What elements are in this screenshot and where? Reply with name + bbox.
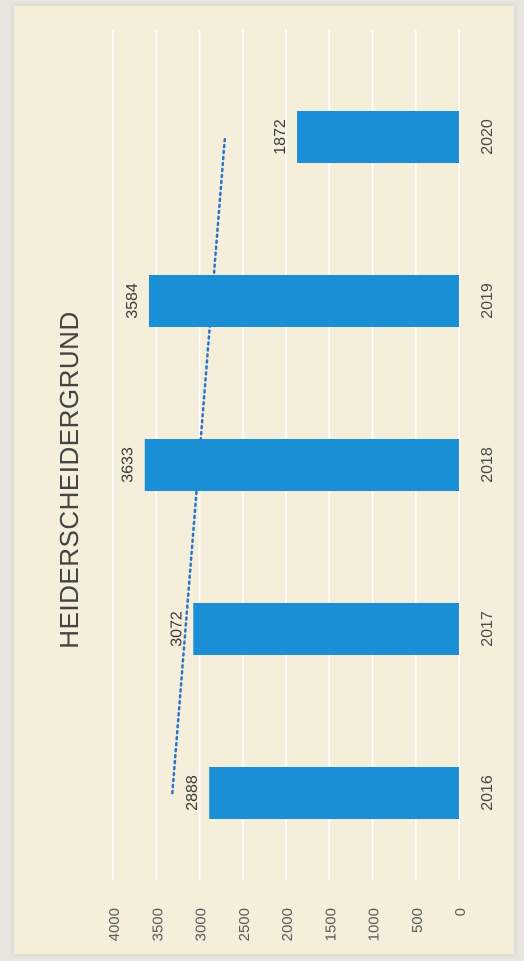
category-label-2018: 2018 — [479, 447, 496, 483]
y-tick-500: 500 — [409, 908, 426, 933]
bar-2019 — [148, 275, 459, 327]
x-axis-categories: 2016 2017 2018 2019 2020 — [479, 119, 496, 811]
chart-title: HEIDERSCHEIDERGRUND — [54, 311, 84, 648]
y-tick-1500: 1500 — [322, 908, 339, 941]
bars — [144, 111, 460, 819]
category-label-2016: 2016 — [479, 775, 496, 811]
y-tick-4000: 4000 — [106, 908, 123, 941]
data-labels: 2888 3072 3633 3584 1872 — [120, 119, 289, 811]
y-tick-1000: 1000 — [366, 908, 383, 941]
bar-2016 — [209, 767, 459, 819]
category-label-2019: 2019 — [479, 283, 496, 319]
bar-2018 — [144, 439, 460, 491]
y-axis-ticks: 0 500 1000 1500 2000 2500 3000 3500 4000 — [106, 908, 469, 941]
data-label-2018: 3633 — [120, 447, 137, 483]
y-tick-0: 0 — [452, 908, 469, 916]
y-tick-3000: 3000 — [193, 908, 210, 941]
y-tick-2500: 2500 — [236, 908, 253, 941]
y-tick-2000: 2000 — [279, 908, 296, 941]
bar-2017 — [193, 603, 459, 655]
data-label-2017: 3072 — [168, 611, 185, 647]
data-label-2019: 3584 — [124, 283, 141, 319]
category-label-2020: 2020 — [479, 119, 496, 155]
data-label-2016: 2888 — [184, 775, 201, 811]
y-tick-3500: 3500 — [149, 908, 166, 941]
data-label-2020: 1872 — [272, 119, 289, 155]
bar-2020 — [297, 111, 459, 163]
category-label-2017: 2017 — [479, 611, 496, 647]
